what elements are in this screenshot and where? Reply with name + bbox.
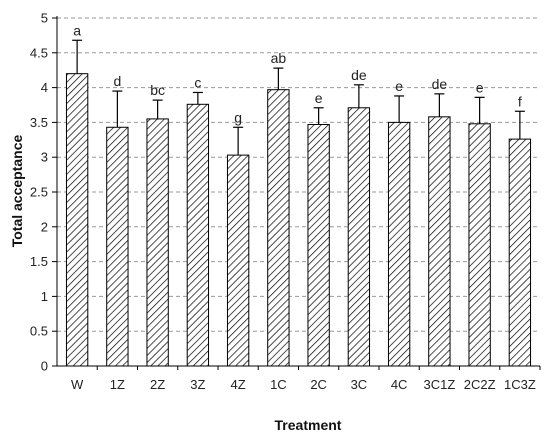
x-tick-label: 1Z	[110, 377, 125, 392]
bar-4z	[226, 154, 250, 367]
y-tick-label: 0.5	[30, 324, 48, 339]
y-tick-label: 2.5	[30, 185, 48, 200]
significance-letter: e	[476, 79, 484, 95]
bar-2c	[307, 123, 330, 367]
x-tick-label: 3C1Z	[423, 377, 455, 392]
x-tick-label: 2Z	[150, 377, 165, 392]
x-axis-title: Treatment	[275, 417, 342, 433]
x-tick-label: 3Z	[190, 377, 205, 392]
axes	[56, 16, 540, 367]
x-tick-label: 4C	[391, 377, 408, 392]
significance-letter: g	[234, 109, 242, 125]
x-tick-label: 2C	[310, 377, 327, 392]
y-tick-labels: 0 0.5 1 1.5 2 2.5 3 3.5 4 4.5 5	[30, 11, 57, 374]
bar-3z	[186, 103, 210, 367]
y-tick-label: 3	[41, 150, 48, 165]
bar-w	[65, 73, 89, 367]
bar-2c2z	[468, 123, 491, 367]
x-tick-label: W	[71, 377, 84, 392]
y-tick-label: 5	[41, 11, 48, 26]
bar-4c	[387, 121, 411, 367]
y-tick-label: 1.5	[30, 254, 48, 269]
bar-1c3z	[508, 138, 532, 367]
bar-1c	[267, 89, 290, 367]
y-tick-label: 1	[41, 289, 48, 304]
x-tick-label: 2C2Z	[464, 377, 496, 392]
gridlines	[57, 17, 540, 332]
error-bars	[72, 39, 525, 156]
y-tick-label: 4	[41, 80, 48, 95]
bar-1z	[106, 126, 129, 367]
significance-letters: a d bc c g ab e de e de e f	[73, 22, 522, 125]
y-tick-label: 3.5	[30, 115, 48, 130]
significance-letter: bc	[150, 82, 165, 98]
significance-letter: f	[518, 93, 522, 109]
x-tick-label: 1C	[270, 377, 287, 392]
bars	[65, 73, 532, 367]
significance-letter: d	[113, 73, 121, 89]
x-tick-label: 3C	[351, 377, 368, 392]
y-tick-label: 4.5	[30, 45, 48, 60]
significance-letter: de	[351, 67, 367, 83]
x-tick-label: 4Z	[231, 377, 246, 392]
x-tick-label: 1C3Z	[504, 377, 536, 392]
significance-letter: de	[432, 76, 448, 92]
x-tick-labels: W 1Z 2Z 3Z 4Z 1C 2C 3C 4C 3C1Z 2C2Z 1C3Z	[71, 366, 541, 392]
significance-letter: ab	[271, 50, 287, 66]
bar-3c	[347, 107, 371, 367]
significance-letter: e	[315, 90, 323, 106]
bar-3c1z	[428, 116, 451, 367]
bar-2z	[146, 118, 169, 367]
significance-letter: e	[395, 78, 403, 94]
significance-letter: c	[194, 74, 201, 90]
y-tick-label: 0	[41, 359, 48, 374]
y-axis-title: Total acceptance	[9, 135, 25, 248]
y-tick-label: 2	[41, 219, 48, 234]
significance-letter: a	[73, 22, 81, 38]
